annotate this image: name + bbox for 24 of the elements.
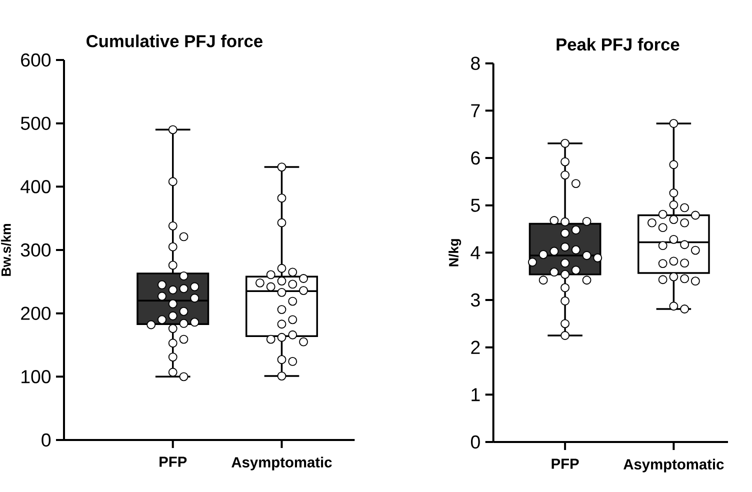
chart-title: Peak PFJ force — [556, 38, 680, 51]
x-tick-label: Asymptomatic — [624, 458, 724, 472]
y-tick-label: 600 — [21, 53, 51, 67]
y-tick-label: 4 — [470, 246, 480, 260]
y-tick-label: 1 — [472, 388, 480, 402]
y-tick-label: 3 — [470, 293, 480, 307]
y-tick-label: 100 — [22, 370, 51, 384]
chart-title: Cumulative PFJ force — [86, 34, 262, 48]
y-tick-label: 200 — [21, 306, 51, 320]
y-tick-label: 8 — [471, 56, 480, 70]
y-axis-title: N/kg — [448, 239, 462, 266]
y-tick-label: 500 — [20, 116, 51, 130]
y-axis-title: Bw.s/km — [1, 224, 11, 276]
y-tick-label: 400 — [20, 180, 51, 194]
x-tick-label: PFP — [160, 456, 187, 467]
y-tick-label: 300 — [20, 243, 51, 257]
x-tick-label: Asymptomatic — [232, 456, 332, 470]
y-tick-label: 7 — [471, 104, 480, 118]
x-tick-label: PFP — [552, 458, 579, 469]
y-tick-label: 0 — [42, 433, 51, 447]
y-tick-label: 2 — [471, 340, 480, 354]
y-tick-label: 6 — [471, 151, 480, 165]
y-tick-label: 5 — [471, 198, 480, 212]
y-tick-label: 0 — [470, 435, 480, 449]
